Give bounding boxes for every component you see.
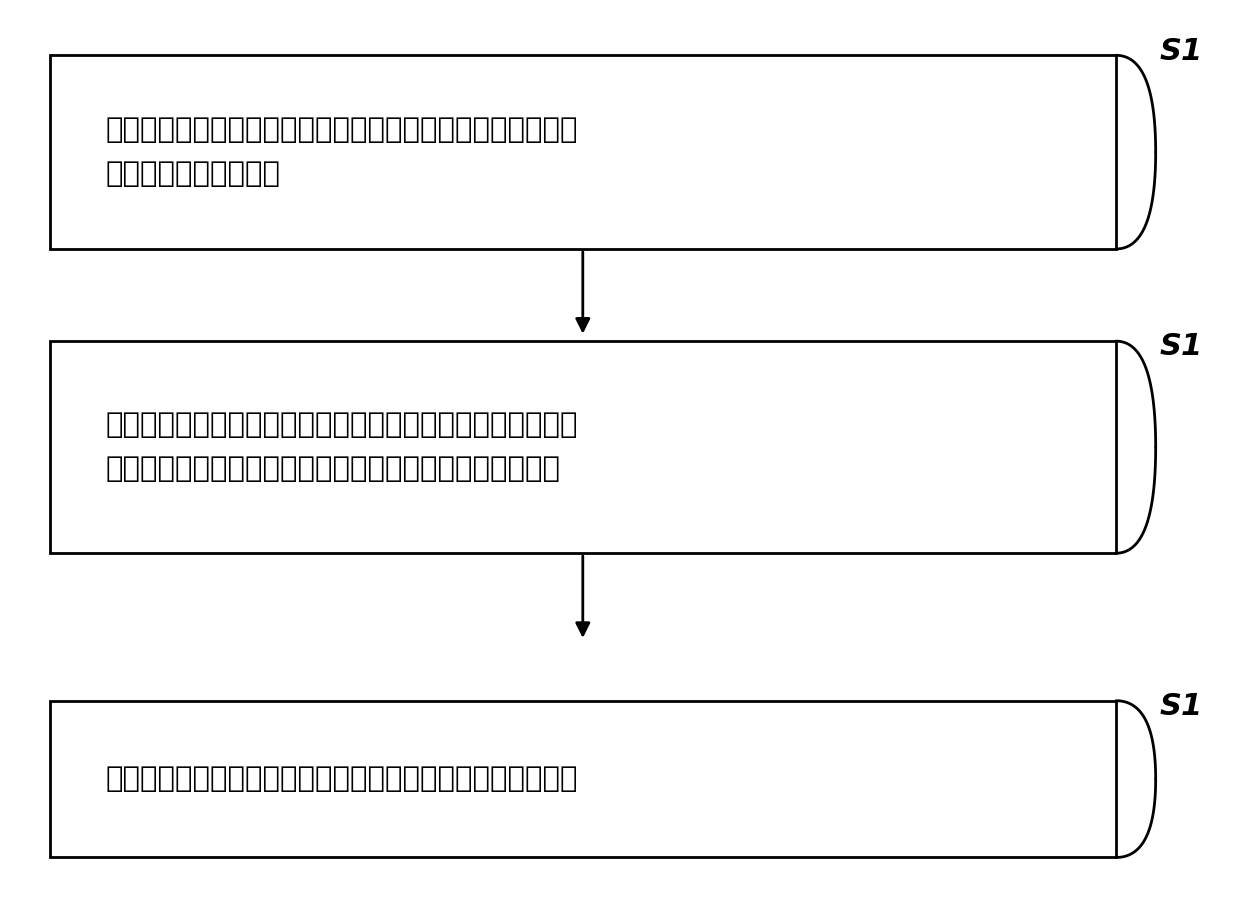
Bar: [50, 701, 1116, 857]
Bar: [50, 55, 1116, 249]
Text: S1: S1: [1159, 332, 1203, 361]
Bar: [50, 341, 1116, 553]
Text: 利用共聚焦内窥镜对一块朗奇光栅成像，并采用高斯拟合法提
取各条纹高斯半高宽；: 利用共聚焦内窥镜对一块朗奇光栅成像，并采用高斯拟合法提 取各条纹高斯半高宽；: [105, 116, 578, 188]
Text: 对所述高斯条纹半高宽采用线性最小二乘法拟合，获得表示图
像畸变程度的拟合曲线，并获得所述曲线拟合的校正系数；: 对所述高斯条纹半高宽采用线性最小二乘法拟合，获得表示图 像畸变程度的拟合曲线，并…: [105, 411, 578, 483]
Text: S1: S1: [1159, 37, 1203, 65]
Text: 根据所述校正系数对畸变图像进行校正后获得校正后的图像。: 根据所述校正系数对畸变图像进行校正后获得校正后的图像。: [105, 765, 578, 793]
Text: S1: S1: [1159, 692, 1203, 720]
